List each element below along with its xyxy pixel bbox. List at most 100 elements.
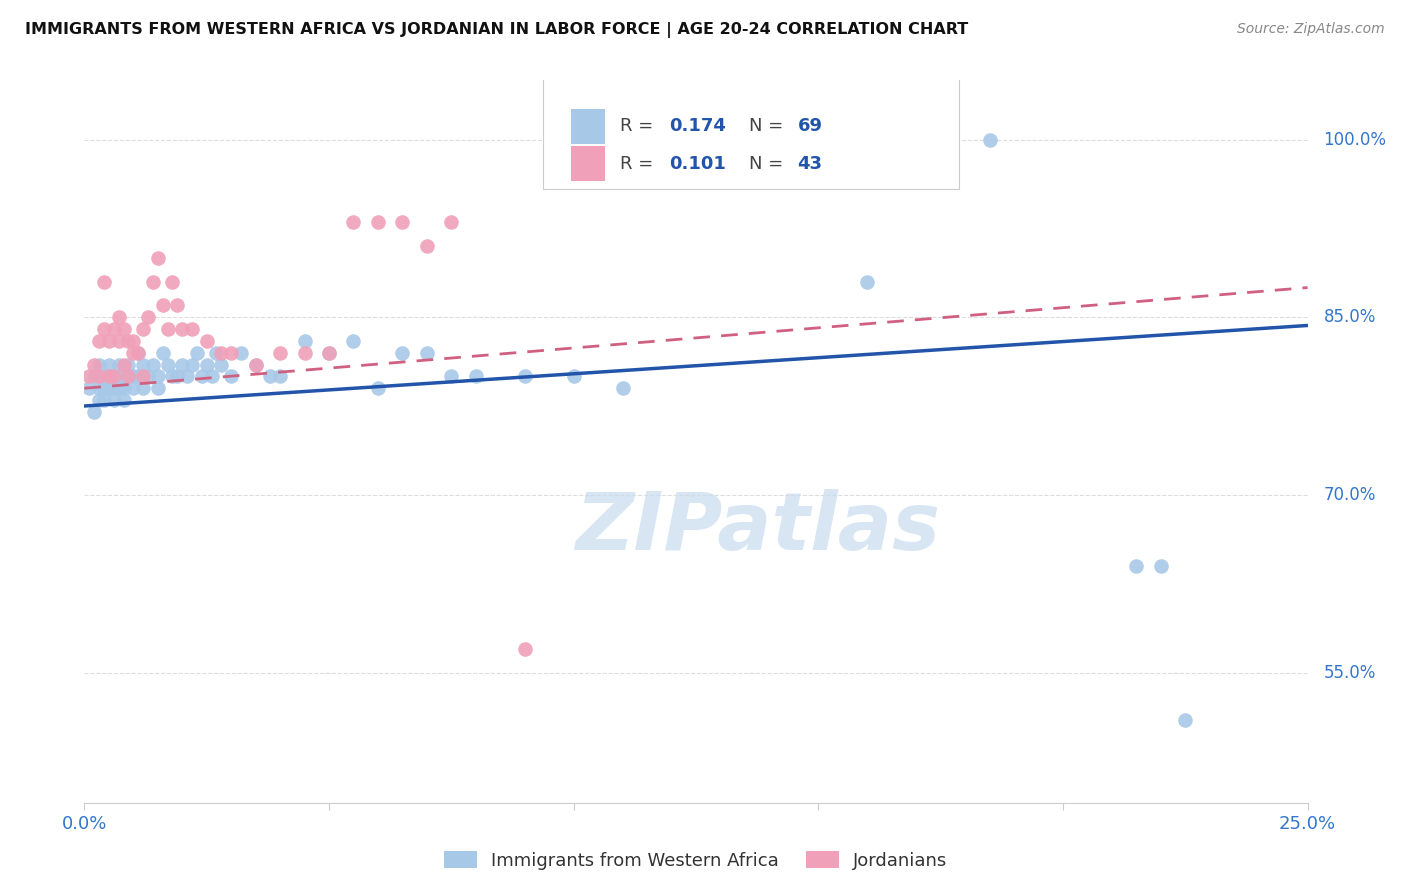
Point [205, 345, 228, 359]
Point [440, 215, 463, 229]
Point [107, 334, 129, 348]
Point [103, 369, 125, 384]
Point [219, 345, 242, 359]
Text: R =: R = [620, 117, 659, 136]
Point [245, 358, 267, 372]
Text: R =: R = [620, 154, 659, 173]
Point [146, 369, 169, 384]
Text: 85.0%: 85.0% [1323, 308, 1376, 326]
Point [1125, 558, 1147, 573]
Point [117, 369, 139, 384]
Point [318, 345, 340, 359]
Point [195, 334, 218, 348]
Point [77, 369, 100, 384]
Point [191, 369, 214, 384]
Point [127, 369, 149, 384]
Text: N =: N = [748, 154, 789, 173]
Point [93, 322, 115, 336]
Point [416, 239, 439, 253]
Point [77, 381, 100, 395]
Point [136, 369, 159, 384]
Point [209, 358, 232, 372]
Text: 70.0%: 70.0% [1323, 486, 1376, 504]
Point [93, 393, 115, 408]
Text: IMMIGRANTS FROM WESTERN AFRICA VS JORDANIAN IN LABOR FORCE | AGE 20-24 CORRELATI: IMMIGRANTS FROM WESTERN AFRICA VS JORDAN… [25, 22, 969, 38]
Point [342, 334, 364, 348]
Point [259, 369, 281, 384]
Point [200, 369, 222, 384]
Point [146, 251, 169, 265]
Point [122, 334, 145, 348]
Point [513, 369, 536, 384]
Point [83, 405, 105, 419]
Point [117, 358, 139, 372]
Point [83, 358, 105, 372]
Point [269, 345, 291, 359]
Point [142, 358, 165, 372]
Point [97, 334, 120, 348]
Point [103, 381, 125, 395]
Point [156, 358, 179, 372]
Text: ZIPatlas: ZIPatlas [575, 489, 939, 567]
Text: 0.174: 0.174 [669, 117, 725, 136]
Point [112, 369, 135, 384]
Point [612, 381, 634, 395]
FancyBboxPatch shape [571, 146, 606, 181]
Point [107, 369, 129, 384]
Point [181, 358, 204, 372]
FancyBboxPatch shape [543, 75, 959, 189]
Point [93, 275, 115, 289]
Point [831, 132, 853, 146]
Point [166, 298, 188, 312]
Point [229, 345, 252, 359]
Point [172, 322, 194, 336]
Point [132, 358, 155, 372]
Point [117, 334, 139, 348]
Point [87, 334, 110, 348]
Point [97, 381, 120, 395]
Point [107, 310, 129, 325]
Point [195, 358, 218, 372]
Point [979, 132, 1001, 146]
Point [127, 345, 149, 359]
Point [132, 381, 155, 395]
Point [132, 322, 155, 336]
Point [87, 381, 110, 395]
Point [166, 369, 188, 384]
Point [112, 381, 135, 395]
Point [83, 369, 105, 384]
Point [176, 369, 198, 384]
Point [464, 369, 486, 384]
Point [93, 369, 115, 384]
Point [440, 369, 463, 384]
Legend: Immigrants from Western Africa, Jordanians: Immigrants from Western Africa, Jordania… [437, 844, 955, 877]
Point [103, 322, 125, 336]
Point [103, 369, 125, 384]
Text: 43: 43 [797, 154, 823, 173]
Point [245, 358, 267, 372]
Text: 55.0%: 55.0% [1323, 664, 1376, 681]
Point [142, 275, 165, 289]
Point [219, 369, 242, 384]
Point [562, 369, 585, 384]
Point [107, 358, 129, 372]
Point [269, 369, 291, 384]
Point [342, 215, 364, 229]
Point [391, 215, 413, 229]
Point [152, 345, 174, 359]
Point [367, 215, 389, 229]
Point [97, 369, 120, 384]
Point [97, 358, 120, 372]
Point [367, 381, 389, 395]
Text: 100.0%: 100.0% [1323, 130, 1386, 148]
Point [186, 345, 208, 359]
Point [807, 132, 830, 146]
Point [146, 381, 169, 395]
Point [136, 310, 159, 325]
Point [127, 345, 149, 359]
Point [117, 369, 139, 384]
Point [87, 369, 110, 384]
Point [152, 298, 174, 312]
Point [856, 275, 879, 289]
Point [294, 334, 316, 348]
